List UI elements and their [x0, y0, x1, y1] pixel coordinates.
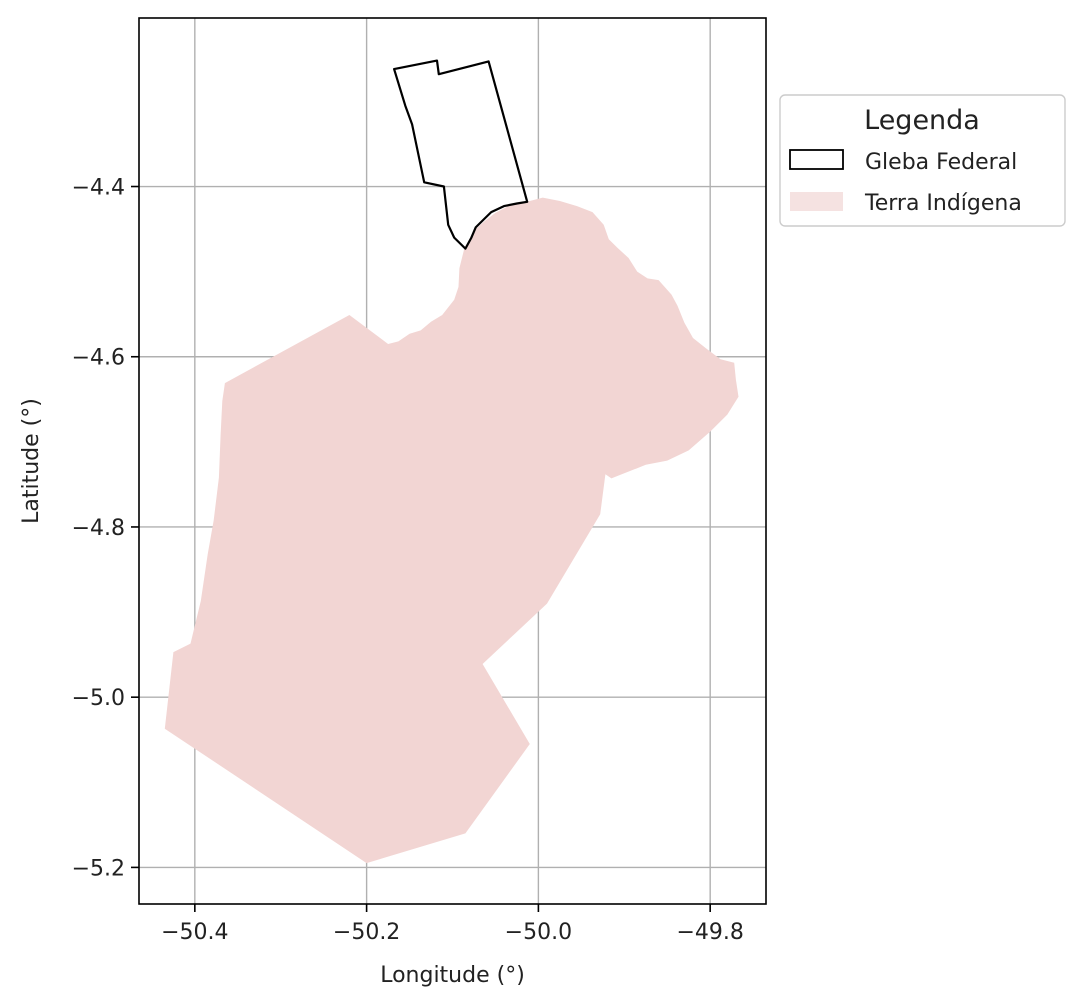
x-tick-label: −49.8	[676, 920, 743, 945]
x-axis-label: Longitude (°)	[380, 963, 525, 988]
legend-swatch-gleba-federal	[789, 149, 844, 170]
axes-frame	[138, 17, 767, 905]
polygon-terra-indigena	[164, 197, 739, 864]
x-tick-label: −50.4	[161, 920, 228, 945]
y-tick-label: −5.0	[72, 686, 125, 711]
y-tick-label: −4.6	[72, 346, 125, 371]
legend-swatch-terra-indigena	[790, 192, 843, 211]
x-tick-label: −50.0	[505, 920, 572, 945]
legend: Legenda Gleba Federal Terra Indígena	[779, 94, 1066, 227]
y-axis-label: Latitude (°)	[19, 398, 44, 524]
y-tick-label: −5.2	[72, 856, 125, 881]
y-tick-label: −4.4	[72, 176, 125, 201]
y-tick-label: −4.8	[72, 516, 125, 541]
ticks: −50.4 −50.2 −50.0 −49.8 −4.4 −4.6 −4.8 −5.0 −5.2	[72, 176, 744, 945]
map-layers	[164, 59, 739, 864]
x-tick-label: −50.2	[333, 920, 400, 945]
legend-title: Legenda	[864, 105, 980, 136]
legend-label-terra-indigena: Terra Indígena	[864, 191, 1022, 216]
legend-label-gleba-federal: Gleba Federal	[865, 150, 1017, 175]
polygon-gleba-federal	[393, 59, 529, 250]
legend-box	[779, 94, 1066, 227]
